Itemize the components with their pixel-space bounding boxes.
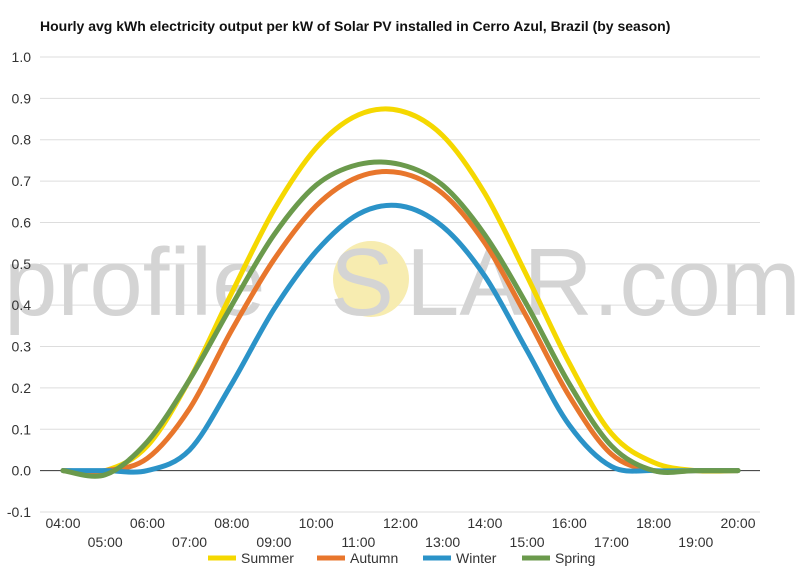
legend-label-autumn: Autumn [350, 550, 398, 566]
legend-label-winter: Winter [456, 550, 497, 566]
grid-layer [40, 56, 760, 513]
y-axis: -0.1 0.0 0.1 0.2 0.3 0.4 0.5 0.6 0.7 0.8 0.9 1.0 [7, 49, 31, 520]
x-axis: 04:00 05:00 06:00 07:00 08:00 09:00 10:00 11:00… [45, 515, 755, 550]
y-tick-label: 0.4 [12, 297, 32, 313]
x-tick-label: 20:00 [720, 515, 755, 531]
x-tick-label: 06:00 [130, 515, 165, 531]
chart-title: Hourly avg kWh electricity output per kW… [40, 18, 671, 34]
x-tick-label: 04:00 [45, 515, 80, 531]
series-layer [60, 106, 741, 479]
x-tick-label: 11:00 [341, 534, 375, 550]
x-tick-label: 10:00 [299, 515, 334, 531]
x-tick-label: 13:00 [425, 534, 460, 550]
y-tick-label: 0.6 [12, 214, 32, 230]
x-tick-label: 05:00 [88, 534, 123, 550]
y-tick-label: 1.0 [12, 49, 32, 65]
x-tick-label: 16:00 [552, 515, 587, 531]
y-tick-label: 0.8 [12, 132, 32, 148]
x-tick-label: 19:00 [678, 534, 713, 550]
series-line-autumn [60, 168, 741, 475]
series-line-winter [60, 202, 741, 475]
y-tick-label: -0.1 [7, 504, 31, 520]
x-tick-label: 07:00 [172, 534, 207, 550]
y-tick-label: 0.7 [12, 173, 32, 189]
y-tick-label: 0.3 [12, 339, 32, 355]
x-tick-label: 08:00 [214, 515, 249, 531]
legend-label-summer: Summer [241, 550, 294, 566]
watermark-sun-icon [333, 241, 409, 317]
y-tick-label: 0.1 [12, 421, 32, 437]
legend: Summer Autumn Winter Spring [208, 550, 595, 566]
y-tick-label: 0.5 [12, 256, 32, 272]
x-tick-label: 15:00 [510, 534, 545, 550]
series-line-spring [60, 159, 741, 479]
y-tick-label: 0.0 [12, 463, 32, 479]
x-tick-label: 17:00 [594, 534, 629, 550]
y-tick-label: 0.9 [12, 90, 32, 106]
watermark: profile S LAR.com [4, 229, 800, 336]
x-tick-label: 14:00 [467, 515, 502, 531]
legend-label-spring: Spring [555, 550, 595, 566]
watermark-text-right: LAR.com [406, 229, 800, 336]
watermark-text-s: S [330, 229, 394, 336]
x-tick-label: 09:00 [256, 534, 291, 550]
y-tick-label: 0.2 [12, 380, 32, 396]
x-tick-label: 18:00 [636, 515, 671, 531]
x-tick-label: 12:00 [383, 515, 418, 531]
